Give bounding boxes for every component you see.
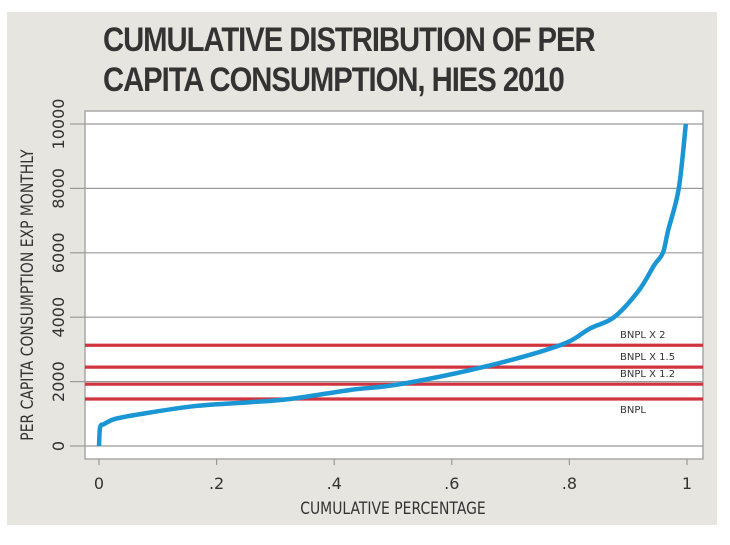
series-line-consumption	[96, 123, 689, 447]
grid-lines	[85, 123, 703, 447]
y-tick-label: 8000	[49, 168, 68, 209]
chart-title: CUMULATIVE DISTRIBUTION OF PER CAPITA CO…	[103, 20, 596, 100]
reference-line-label: BNPL X 2	[620, 330, 666, 341]
y-tick-label: 0	[49, 441, 68, 451]
y-tick-label: 4000	[49, 297, 68, 338]
y-tick-label: 2000	[49, 361, 68, 402]
x-tick-label: 0	[94, 474, 104, 493]
reference-line-label: BNPL X 1.2	[620, 369, 675, 380]
x-tick-label: .6	[444, 474, 459, 493]
y-tick-label: 10000	[49, 99, 68, 150]
x-tick-label: .4	[327, 474, 342, 493]
x-tick-label: 1	[682, 474, 692, 493]
x-tick-label: .8	[562, 474, 577, 493]
reference-line-label: BNPL X 1.5	[620, 352, 675, 363]
y-tick-label: 6000	[49, 232, 68, 273]
x-axis: 0 .2 .4 .6 .8 1	[94, 459, 692, 493]
x-tick-label: .2	[209, 474, 224, 493]
chart-title-line-2: CAPITA CONSUMPTION, HIES 2010	[103, 61, 565, 99]
y-axis-title: PER CAPITA CONSUMPTION EXP MONTHLY	[18, 149, 38, 441]
chart-title-line-1: CUMULATIVE DISTRIBUTION OF PER	[103, 21, 596, 59]
plot-area	[84, 110, 704, 460]
reference-lines: BNPL X 2 BNPL X 1.5 BNPL X 1.2 BNPL	[85, 330, 703, 416]
x-axis-title: CUMULATIVE PERCENTAGE	[300, 499, 485, 519]
y-axis: 0 2000 4000 6000 8000 10000	[49, 99, 85, 451]
reference-line-label: BNPL	[620, 405, 646, 416]
